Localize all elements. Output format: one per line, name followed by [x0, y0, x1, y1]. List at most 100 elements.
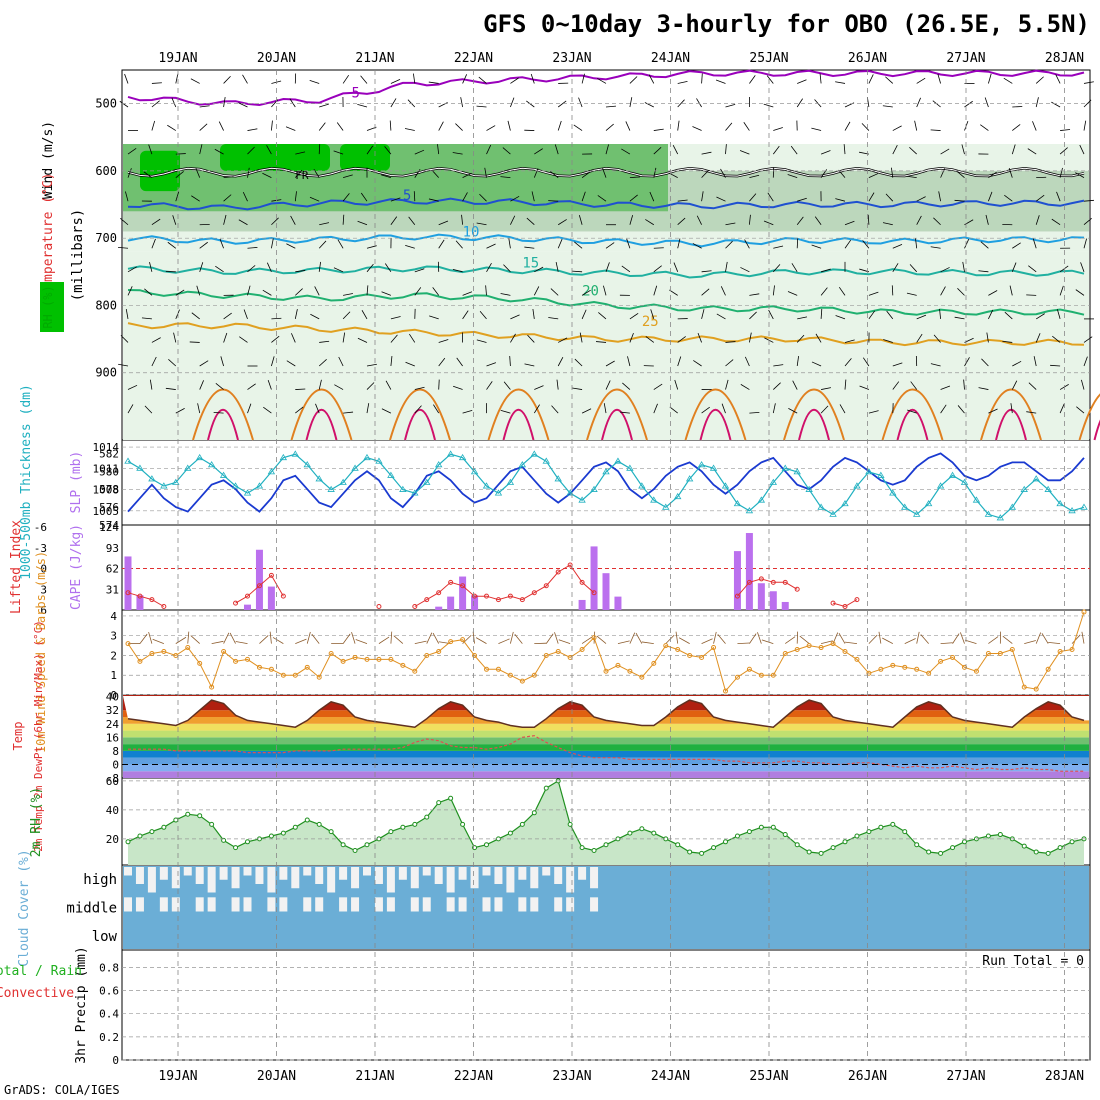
wind-barb [502, 147, 511, 155]
wind-barb [315, 403, 320, 414]
slp-point-marker [781, 464, 789, 471]
wind-speed-point [914, 666, 920, 672]
wind-barb [1004, 194, 1013, 202]
slp-point-marker [219, 471, 228, 478]
slp-point-marker [721, 482, 730, 489]
wind-speed-point [830, 641, 836, 647]
surface-wind-barb [554, 632, 559, 644]
cloud-y-axis-label: Cloud Cover (%) [17, 849, 32, 966]
wind-barb [988, 309, 994, 320]
slp-point-marker [590, 485, 598, 492]
wind-barb [715, 79, 726, 84]
slp-point-marker [434, 461, 443, 468]
rh2m-point [304, 817, 310, 823]
wind-barb [220, 356, 224, 367]
wind-barb [701, 151, 712, 155]
cloud-high-block [566, 867, 575, 893]
cloud-high-block [363, 867, 371, 876]
surface-wind-barb [414, 640, 427, 644]
cloud-high-block [554, 867, 563, 884]
rh2m-point [711, 845, 717, 851]
slp-point-marker [399, 485, 407, 492]
precip-y-tick-label: 0.2 [99, 1031, 119, 1044]
wind-barb [811, 127, 822, 131]
wind-speed-point [973, 668, 979, 674]
wind-barb [768, 309, 774, 320]
wind-barb [438, 102, 448, 108]
wind-barb [508, 238, 511, 249]
slp-point-marker [673, 492, 682, 500]
lifted-index-point [436, 590, 442, 596]
temp-color-band [123, 750, 1089, 758]
date-label-bottom: 28JAN [1045, 1069, 1084, 1084]
surface-wind-barb [821, 640, 833, 644]
wind-barb [223, 312, 232, 320]
wind-barb [835, 198, 846, 202]
surface-wind-barb [596, 635, 607, 644]
rh2m-point [185, 811, 191, 817]
wind-barb [653, 383, 663, 390]
wind-barb [286, 360, 296, 367]
rh2m-point [268, 833, 274, 839]
wind-barb [629, 97, 633, 108]
wind-barb [598, 312, 607, 320]
slp-point-marker [901, 503, 909, 510]
slp-point-marker [160, 482, 168, 489]
temperature-contour-label: 25 [642, 314, 659, 330]
cape-bar [447, 596, 455, 610]
wind-barb [980, 241, 989, 249]
wind-barb [749, 332, 752, 343]
wind-barb [940, 286, 946, 296]
wind-barb [883, 339, 893, 343]
wind-barb [645, 219, 655, 226]
wind-barb [479, 193, 487, 202]
cloud-row-label-middle: middle [66, 901, 117, 917]
wind-speed-point [627, 668, 633, 674]
wind-barb [414, 386, 425, 390]
profile-y-tick-label: 900 [95, 366, 117, 380]
wind-barb [862, 357, 870, 367]
wind-barb [820, 308, 823, 319]
surface-wind-barb [514, 634, 523, 644]
wind-barb [285, 126, 296, 131]
temperature-contour [127, 233, 1085, 248]
cloud-high-block [470, 867, 479, 889]
wind-barb [500, 176, 511, 179]
surface-wind-barb [799, 635, 810, 644]
wind-barb [763, 220, 774, 226]
wind-barb [191, 312, 200, 320]
slp-point-marker [291, 450, 300, 457]
wind-barb [792, 380, 798, 390]
wind-barb [557, 219, 567, 226]
freezing-level-label: FR [295, 169, 309, 182]
wind-barb [127, 286, 133, 296]
wind-barb [215, 265, 224, 273]
temp2m-line [127, 699, 1085, 728]
lifted-index-point [579, 579, 585, 585]
wind-barb [954, 199, 965, 202]
rh2m-point [340, 842, 346, 848]
wind-barb [267, 379, 272, 390]
slp-point-marker [626, 464, 634, 471]
slp-point-marker [709, 464, 718, 471]
wind-barb [1035, 76, 1044, 84]
surface-temp-contour-loop [881, 388, 944, 441]
wind-barb [1009, 285, 1013, 296]
cloud-middle-block [243, 897, 252, 912]
wind-barb [938, 191, 941, 202]
wind-speed-point [663, 643, 669, 649]
wind-barb [796, 98, 803, 108]
wind-barb [868, 173, 879, 179]
wind-barb [596, 341, 607, 343]
wind-barb [199, 380, 204, 390]
cloud-middle-block [422, 897, 431, 912]
wind-barb [581, 408, 592, 414]
wind-barb [933, 217, 941, 226]
wind-barb [404, 128, 415, 131]
wind-barb [835, 315, 846, 320]
temp-y-axis-label: 2m Temp 2m DewPt (6hr Min/Max) (°C) [32, 620, 45, 852]
profile-y-tick-label: 600 [95, 164, 117, 178]
surface-wind-barb [757, 632, 762, 644]
wind-barb [461, 214, 463, 225]
cape-bar [733, 551, 741, 610]
